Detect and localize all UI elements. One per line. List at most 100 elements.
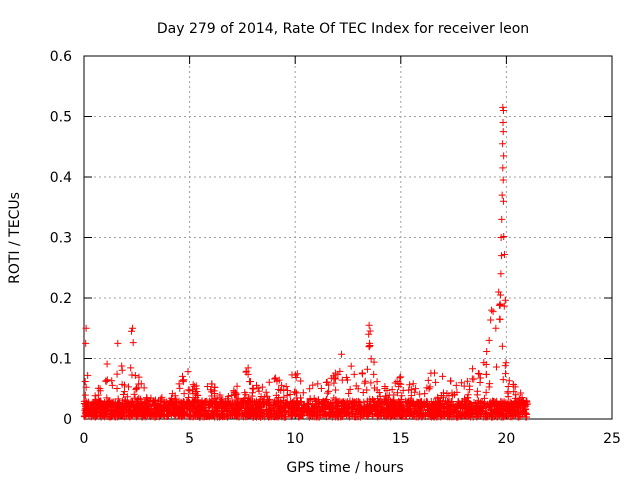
data-point — [352, 410, 360, 418]
data-point — [158, 401, 166, 409]
x-tick-labels: 0 5 10 15 20 25 — [80, 431, 621, 447]
data-point — [115, 411, 123, 419]
data-point — [291, 371, 299, 379]
data-point — [395, 398, 403, 406]
data-point — [282, 404, 290, 412]
data-point — [499, 128, 507, 136]
data-point — [363, 365, 371, 373]
data-point — [508, 408, 516, 416]
data-point — [298, 412, 306, 420]
data-point — [447, 377, 455, 385]
data-point — [121, 397, 129, 405]
data-point — [523, 400, 531, 408]
data-point — [248, 404, 256, 412]
data-point — [288, 399, 296, 407]
data-point — [363, 410, 371, 418]
data-point — [81, 391, 89, 399]
data-point — [499, 176, 507, 184]
data-point — [457, 413, 465, 421]
data-point — [298, 406, 306, 414]
data-point — [140, 411, 148, 419]
data-point — [123, 393, 131, 401]
data-point — [515, 413, 523, 421]
data-point — [93, 399, 101, 407]
data-point — [505, 377, 513, 385]
data-point — [212, 407, 220, 415]
data-point — [488, 306, 496, 314]
data-point — [359, 389, 367, 397]
data-point — [377, 412, 385, 420]
data-point — [406, 405, 414, 413]
data-point — [314, 407, 322, 415]
data-point — [307, 408, 315, 416]
data-point — [293, 406, 301, 414]
data-point — [241, 412, 249, 420]
data-point — [244, 406, 252, 414]
data-point — [191, 409, 199, 417]
data-point — [473, 410, 481, 418]
data-point — [275, 385, 283, 393]
data-point — [398, 392, 406, 400]
data-point — [113, 370, 121, 378]
data-point — [454, 400, 462, 408]
data-point — [452, 410, 460, 418]
data-point — [403, 406, 411, 414]
data-point — [434, 393, 442, 401]
data-point — [304, 409, 312, 417]
data-point — [445, 410, 453, 418]
data-point — [499, 164, 507, 172]
data-point — [500, 398, 508, 406]
data-point — [499, 119, 507, 127]
data-point — [198, 403, 206, 411]
data-point — [341, 406, 349, 414]
data-point — [468, 375, 476, 383]
data-point — [160, 402, 168, 410]
data-point — [168, 394, 176, 402]
data-point — [474, 404, 482, 412]
data-point — [82, 383, 90, 391]
data-point — [241, 395, 249, 403]
data-point — [193, 388, 201, 396]
data-point — [224, 392, 232, 400]
data-point — [261, 413, 269, 421]
data-point — [125, 383, 133, 391]
x-tick-label: 10 — [286, 431, 304, 447]
data-point — [248, 389, 256, 397]
data-point — [103, 376, 111, 384]
data-point — [373, 386, 381, 394]
data-point — [81, 404, 89, 412]
data-point — [118, 366, 126, 374]
data-point — [428, 408, 436, 416]
data-point — [118, 380, 126, 388]
data-point — [262, 388, 270, 396]
data-point — [275, 410, 283, 418]
data-point — [272, 374, 280, 382]
data-point — [498, 191, 506, 199]
data-point — [402, 397, 410, 405]
data-point — [464, 391, 472, 399]
data-point — [398, 403, 406, 411]
data-point — [354, 385, 362, 393]
data-point — [498, 410, 506, 418]
data-point — [139, 405, 147, 413]
data-point — [371, 406, 379, 414]
data-point — [306, 385, 314, 393]
data-point — [314, 380, 322, 388]
data-point — [500, 302, 508, 310]
data-point — [332, 386, 340, 394]
data-point — [408, 399, 416, 407]
data-point — [191, 407, 199, 415]
data-point — [495, 406, 503, 414]
data-point — [158, 393, 166, 401]
data-point — [107, 406, 115, 414]
data-points — [80, 103, 531, 421]
data-point — [499, 106, 507, 114]
data-point — [163, 412, 171, 420]
data-point — [133, 413, 141, 421]
data-point — [355, 406, 363, 414]
data-point — [502, 370, 510, 378]
data-point — [278, 381, 286, 389]
data-point — [521, 410, 529, 418]
data-point — [496, 300, 504, 308]
data-point — [329, 402, 337, 410]
